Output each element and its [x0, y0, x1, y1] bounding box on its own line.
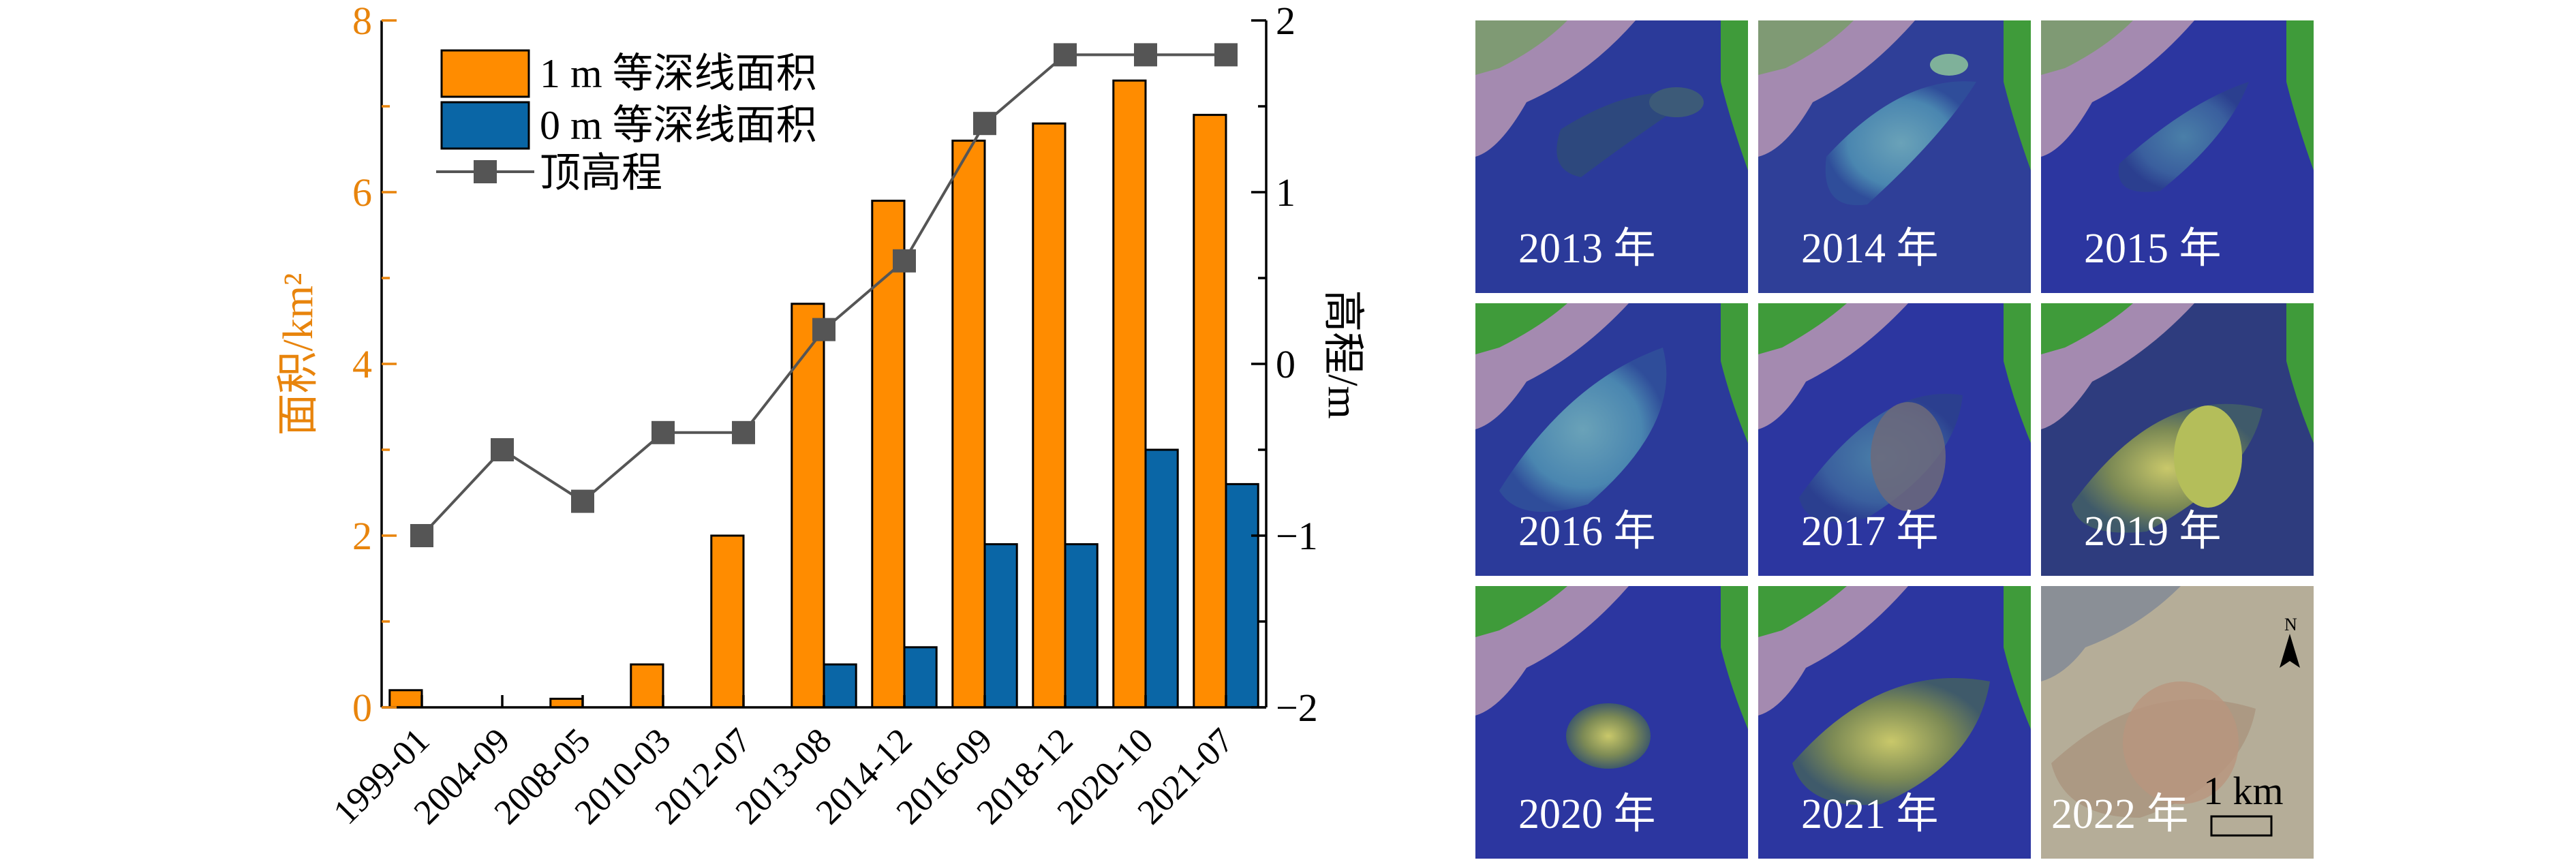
panel-2019: 2019 年: [2041, 303, 2314, 576]
top-elevation-marker-2021-07: [1214, 43, 1238, 67]
panel-2013: 2013 年: [1475, 20, 1748, 293]
panel-label-2013: 2013 年: [1518, 226, 1656, 272]
bar-0m-2014-12: [903, 646, 938, 709]
top-elevation-marker-2014-12: [893, 249, 916, 273]
y-left-tick-label: 0: [352, 686, 372, 730]
bar-1m-2021-07: [1193, 114, 1227, 709]
panel-label-2014: 2014 年: [1801, 226, 1939, 272]
legend-label-1m: 1 m 等深线面积: [540, 51, 817, 96]
panel-2016: 2016 年: [1475, 303, 1748, 576]
north-arrow-icon: N: [2280, 615, 2300, 668]
y-axis-title-left: 面积/km²: [275, 273, 322, 435]
bar-0m-2013-08: [823, 663, 857, 709]
legend-swatch-0m: [440, 101, 530, 150]
panel-2020: 2020 年: [1475, 586, 1748, 859]
panel-2015: 2015 年: [2041, 20, 2314, 293]
top-elevation-marker-1999-01: [410, 524, 433, 547]
y-axis-title-right: 高程/m: [1319, 290, 1366, 418]
legend: 1 m 等深线面积 0 m 等深线面积 顶高程: [436, 49, 817, 196]
y-right-tick-label: −2: [1276, 686, 1318, 730]
bar-1m-2018-12: [1032, 122, 1067, 709]
y-left-tick-label: 8: [352, 0, 372, 43]
legend-label-top-elevation: 顶高程: [540, 151, 662, 196]
bar-1m-2008-05: [549, 697, 584, 709]
panel-label-2019: 2019 年: [2084, 508, 2222, 555]
bar-line-chart: 02468−2−10121999-012004-092008-052010-03…: [275, 0, 1366, 832]
y-right-tick-label: −1: [1276, 514, 1318, 558]
legend-swatch-1m: [440, 49, 530, 98]
top-elevation-marker-2010-03: [651, 420, 675, 444]
panel-label-2021: 2021 年: [1801, 791, 1939, 838]
bar-1m-1999-01: [388, 689, 423, 709]
bar-0m-2016-09: [983, 543, 1018, 709]
bar-1m-2014-12: [871, 200, 906, 709]
panel-label-2016: 2016 年: [1518, 508, 1656, 555]
y-right-tick-label: 0: [1276, 342, 1295, 386]
top-elevation-marker-2018-12: [1054, 43, 1077, 67]
panel-2014: 2014 年: [1758, 20, 2031, 293]
panel-label-2017: 2017 年: [1801, 508, 1939, 555]
top-elevation-marker-2004-09: [491, 438, 514, 461]
y-left-tick-label: 2: [352, 514, 372, 558]
top-elevation-marker-2012-07: [732, 420, 755, 444]
panel-2017: 2017 年: [1758, 303, 2031, 576]
panel-2022: N 1 km 2022 年: [2041, 586, 2314, 859]
bar-1m-2020-10: [1112, 79, 1147, 709]
bar-1m-2013-08: [791, 303, 825, 709]
bar-1m-2012-07: [710, 534, 745, 709]
top-elevation-marker-2016-09: [973, 112, 996, 136]
line-layer: [410, 43, 1238, 547]
bar-0m-2018-12: [1064, 543, 1099, 709]
y-left-tick-label: 6: [352, 170, 372, 215]
north-arrow-label: N: [2284, 615, 2297, 634]
panel-2021: 2021 年: [1758, 586, 2031, 859]
legend-label-0m: 0 m 等深线面积: [540, 103, 817, 148]
bar-0m-2020-10: [1144, 448, 1179, 709]
scale-bar: [2210, 815, 2273, 837]
scale-bar-label: 1 km: [2203, 769, 2284, 813]
top-elevation-marker-2013-08: [812, 318, 835, 341]
y-right-tick-label: 1: [1276, 170, 1295, 215]
bar-1m-2016-09: [951, 139, 986, 709]
y-right-tick-label: 2: [1276, 0, 1295, 43]
bar-1m-2010-03: [630, 663, 664, 709]
panel-label-2022: 2022 年: [2051, 791, 2189, 838]
panel-label-2020: 2020 年: [1518, 791, 1656, 838]
top-elevation-marker-2020-10: [1134, 43, 1157, 67]
bars-layer: [388, 79, 1259, 709]
bar-0m-2021-07: [1225, 482, 1259, 709]
satellite-panels: 2013 年 2014 年 2015 年 2016 年: [1475, 20, 2314, 859]
y-left-tick-label: 4: [352, 342, 372, 386]
legend-marker-sample: [474, 160, 497, 183]
top-elevation-marker-2008-05: [571, 489, 594, 513]
panel-label-2015: 2015 年: [2084, 226, 2222, 272]
